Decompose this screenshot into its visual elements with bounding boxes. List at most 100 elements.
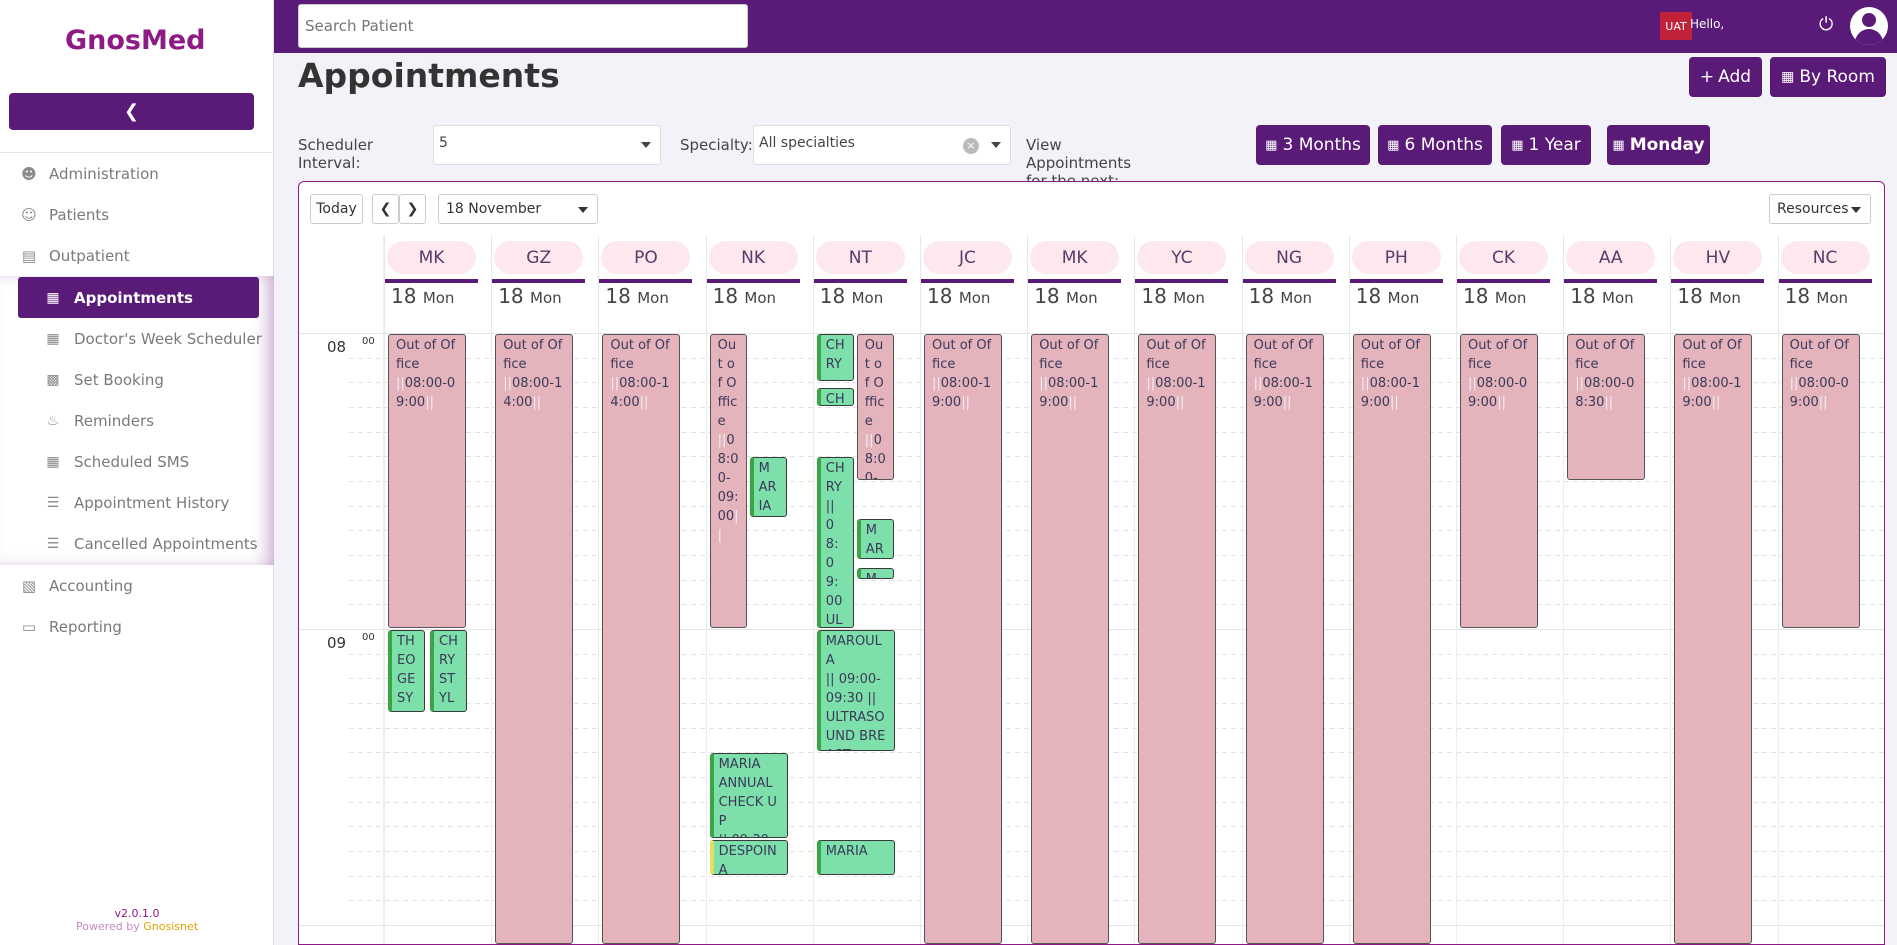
by-room-button[interactable]: ▦ By Room: [1770, 57, 1886, 97]
appointment-block[interactable]: CHRY: [816, 388, 854, 406]
resource-bar: [492, 279, 586, 283]
sidebar: GnosMed ❮ ☻ Administration ☺ Patients ▤ Out…: [0, 0, 274, 945]
grid-column-line: [1563, 236, 1565, 944]
interval-select[interactable]: 5: [433, 125, 661, 165]
resource-column-header[interactable]: NT 18 Mon: [812, 236, 920, 350]
out-of-office-block[interactable]: Out of Office ||08:00-08:30||: [856, 334, 894, 480]
power-icon[interactable]: ⏻: [1819, 14, 1834, 35]
appointment-block[interactable]: MARIA: [856, 519, 894, 559]
sidebar-item-set-booking[interactable]: ▩ Set Booking: [0, 359, 274, 400]
out-of-office-block[interactable]: Out of Office ||08:00-09:00||: [388, 334, 466, 628]
resources-dropdown[interactable]: Resources: [1769, 194, 1871, 224]
out-of-office-block[interactable]: Out of Office ||08:00-09:00||: [709, 334, 747, 628]
resource-column-header[interactable]: MK 18 Mon: [1027, 236, 1134, 350]
out-of-office-block[interactable]: Out of Office ||08:00-19:00||: [1352, 334, 1431, 944]
event-title: Out of Office: [1146, 338, 1206, 372]
appointment-block[interactable]: MARIA ANNUAL CHECK UP|| 09:30-: [709, 753, 788, 838]
out-of-office-block[interactable]: Out of Office ||08:00-19:00||: [1674, 334, 1753, 944]
sidebar-item-accounting[interactable]: ▧ Accounting: [0, 565, 274, 606]
resource-column-header[interactable]: NK 18 Mon: [705, 236, 813, 350]
event-title: MAROULA: [825, 634, 882, 668]
out-of-office-block[interactable]: Out of Office ||08:00-09:00||: [1460, 334, 1538, 628]
sidebar-item-appointment-history[interactable]: ☰ Appointment History: [0, 482, 274, 523]
resource-column-header[interactable]: YC 18 Mon: [1134, 236, 1241, 350]
sidebar-item-appointments[interactable]: ▦ Appointments: [18, 277, 259, 318]
next-day-button[interactable]: ❯: [399, 194, 426, 224]
range-3-months-button[interactable]: ▦ 3 Months: [1256, 125, 1370, 165]
event-title: DESPOINA: [718, 843, 777, 875]
resource-column-header[interactable]: AA 18 Mon: [1563, 236, 1670, 350]
appointment-block[interactable]: MARIA: [816, 839, 895, 875]
resource-column-header[interactable]: PO 18 Mon: [598, 236, 705, 350]
version-info: v2.0.1.0 Powered by Gnosisnet: [0, 907, 274, 933]
sidebar-item-scheduled-sms[interactable]: ▦ Scheduled SMS: [0, 441, 274, 482]
grid-column-line: [383, 236, 384, 944]
range-label: Monday: [1629, 135, 1705, 155]
add-button[interactable]: + Add: [1689, 57, 1762, 97]
specialty-value: All specialties: [759, 135, 855, 151]
appointment-block[interactable]: THEO GESY|| 09:09:20: [388, 630, 425, 712]
sidebar-item-label: Appointment History: [74, 493, 230, 512]
out-of-office-block[interactable]: Out of Office ||08:00-19:00||: [1031, 334, 1110, 944]
resource-column-header[interactable]: MK 18 Mon: [384, 236, 491, 350]
today-button[interactable]: Today: [310, 194, 363, 224]
sidebar-item-doctors-week-scheduler[interactable]: ▦ Doctor's Week Scheduler: [0, 318, 274, 359]
calculator-icon: ▧: [21, 576, 37, 595]
resource-date: 18 Mon: [927, 284, 991, 308]
out-of-office-block[interactable]: Out of Office ||08:00-14:00||: [495, 334, 574, 944]
event-title: Out of Office: [1575, 338, 1635, 372]
range-monday-button[interactable]: ▦ Monday: [1607, 125, 1710, 165]
prev-day-button[interactable]: ❮: [372, 194, 399, 224]
sidebar-item-cancelled-appointments[interactable]: ☰ Cancelled Appointments: [0, 523, 274, 564]
out-of-office-block[interactable]: Out of Office ||08:00-09:00||: [1781, 334, 1860, 628]
clear-icon[interactable]: ×: [963, 138, 979, 154]
grid-column-line: [920, 236, 921, 944]
event-title: Out of Office: [1468, 338, 1528, 372]
sidebar-item-reminders[interactable]: ♨ Reminders: [0, 400, 274, 441]
out-of-office-block[interactable]: Out of Office ||08:00-19:00||: [924, 334, 1002, 944]
avatar[interactable]: [1850, 7, 1888, 45]
appointment-block[interactable]: MARIA: [856, 568, 894, 579]
date-picker[interactable]: 18 November: [438, 194, 598, 224]
appointment-block[interactable]: CHRY STYL|| 09:09:20: [430, 630, 467, 712]
out-of-office-block[interactable]: Out of Office ||08:00-14:00||: [602, 334, 681, 944]
resource-column-header[interactable]: HV 18 Mon: [1670, 236, 1777, 350]
resource-bar: [1671, 279, 1765, 283]
sidebar-item-patients[interactable]: ☺ Patients: [0, 194, 274, 235]
appointment-block[interactable]: MAROULA || 09:00- 09:30 || ULTRASOUND BREA…: [816, 630, 895, 752]
resource-column-header[interactable]: NC 18 Mon: [1777, 236, 1884, 350]
topbar: UAT Hello, ⏻: [274, 0, 1897, 53]
range-6-months-button[interactable]: ▦ 6 Months: [1378, 125, 1492, 165]
appointment-block[interactable]: DESPOINA DEN PLIRW: [709, 839, 788, 875]
file-icon: ▭: [21, 617, 37, 636]
range-1-year-button[interactable]: ▦ 1 Year: [1501, 125, 1591, 165]
resource-column-header[interactable]: JC 18 Mon: [920, 236, 1027, 350]
resource-date: 18 Mon: [605, 284, 669, 308]
event-title: CHRY: [825, 392, 845, 406]
event-title: CHRY: [825, 461, 845, 496]
resource-column-header[interactable]: GZ 18 Mon: [491, 236, 598, 350]
resource-column-header[interactable]: CK 18 Mon: [1456, 236, 1563, 350]
sidebar-collapse-button[interactable]: ❮: [9, 93, 254, 130]
appointment-block[interactable]: CHRY || 08: 09:00 ULTRA BREA: [816, 457, 854, 628]
resource-bar: [706, 279, 800, 283]
sidebar-item-reporting[interactable]: ▭ Reporting: [0, 606, 274, 647]
resource-column-header[interactable]: NG 18 Mon: [1241, 236, 1349, 350]
specialty-select[interactable]: All specialties ×: [753, 125, 1011, 165]
out-of-office-block[interactable]: Out of Office ||08:00-08:30||: [1567, 334, 1646, 480]
resource-bar: [1778, 279, 1872, 283]
search-patient-input[interactable]: [298, 4, 748, 48]
event-title: MARIA: [866, 570, 886, 577]
resource-initials: PH: [1351, 241, 1441, 274]
sidebar-item-administration[interactable]: ☻ Administration: [0, 153, 274, 194]
out-of-office-block[interactable]: Out of Office ||08:00-19:00||: [1245, 334, 1324, 944]
sidebar-item-outpatient[interactable]: ▤ Outpatient: [0, 235, 274, 276]
out-of-office-block[interactable]: Out of Office ||08:00-19:00||: [1138, 334, 1217, 944]
grid-line: [349, 579, 1884, 581]
resource-column-header[interactable]: PH 18 Mon: [1348, 236, 1456, 350]
chevron-left-icon: ❮: [123, 101, 140, 122]
caret-down-icon: [991, 142, 1001, 148]
appointment-block[interactable]: MARIA ANNUAL CHECK: [749, 457, 787, 517]
appointment-block[interactable]: CHRY: [816, 334, 854, 382]
gnosmed-logo[interactable]: GnosMed: [65, 24, 206, 56]
